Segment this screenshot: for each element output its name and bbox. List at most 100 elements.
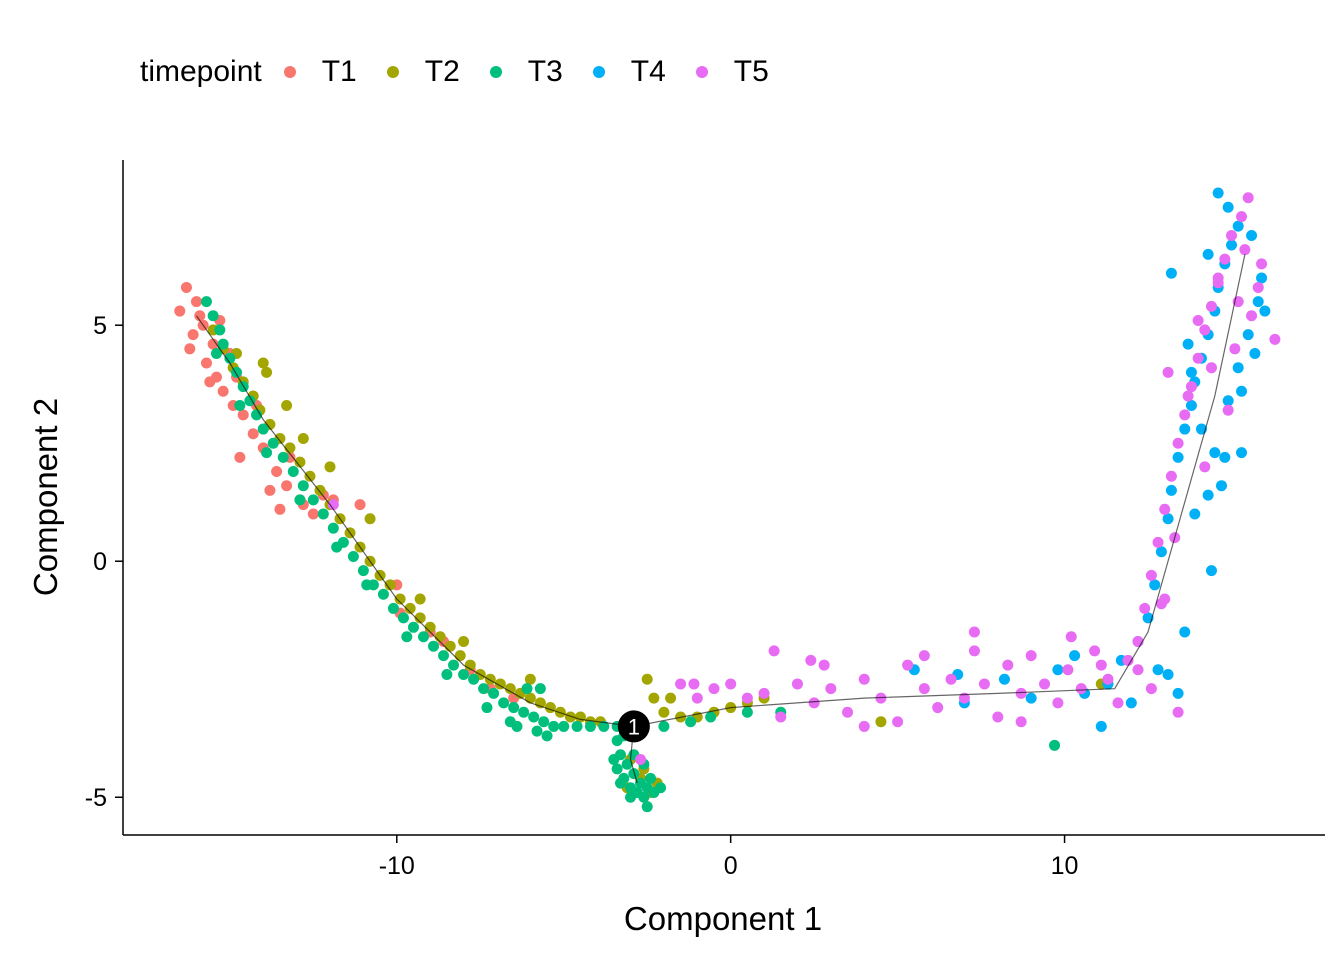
point-t4 xyxy=(1165,267,1177,279)
point-t2 xyxy=(665,692,677,704)
point-t4 xyxy=(1205,565,1217,577)
point-t5 xyxy=(1159,503,1171,515)
point-t5 xyxy=(1145,569,1157,581)
point-t5 xyxy=(858,673,870,685)
legend-item-t3: T3 xyxy=(489,55,563,89)
point-t3 xyxy=(528,711,540,723)
point-t1 xyxy=(354,499,366,511)
point-t3 xyxy=(357,565,369,577)
point-t5 xyxy=(1152,536,1164,548)
point-t5 xyxy=(932,702,944,714)
point-t1 xyxy=(174,305,186,317)
point-t5 xyxy=(805,654,817,666)
point-t3 xyxy=(261,447,273,459)
point-t5 xyxy=(327,499,339,511)
point-t5 xyxy=(968,645,980,657)
point-t5 xyxy=(842,706,854,718)
point-t4 xyxy=(1152,664,1164,676)
point-t5 xyxy=(918,683,930,695)
point-t4 xyxy=(1232,362,1244,374)
point-t5 xyxy=(968,626,980,638)
point-t2 xyxy=(648,692,660,704)
point-t5 xyxy=(1205,362,1217,374)
y-axis-title: Component 2 xyxy=(27,398,64,596)
point-t1 xyxy=(217,385,229,397)
point-t5 xyxy=(902,659,914,671)
point-t5 xyxy=(1192,352,1204,364)
point-t3 xyxy=(377,588,389,600)
point-t5 xyxy=(1226,230,1238,242)
point-t2 xyxy=(297,432,309,444)
point-t5 xyxy=(1212,272,1224,284)
point-t5 xyxy=(858,720,870,732)
ticks-layer: -10 0 10 -5 0 5 xyxy=(85,312,1079,880)
point-t5 xyxy=(1015,687,1027,699)
legend-item-t4: T4 xyxy=(592,55,666,89)
legend-item-t1: T1 xyxy=(283,55,357,89)
point-t5 xyxy=(775,711,787,723)
point-t5 xyxy=(688,678,700,690)
point-t3 xyxy=(508,702,520,714)
point-t4 xyxy=(1226,239,1238,251)
legend-item-t2: T2 xyxy=(386,55,460,89)
point-t3 xyxy=(277,451,289,463)
point-t5 xyxy=(1242,192,1254,204)
point-t3 xyxy=(478,683,490,695)
x-tick-label: -10 xyxy=(379,852,415,880)
point-t3 xyxy=(401,631,413,643)
point-t3 xyxy=(538,716,550,728)
point-t2 xyxy=(454,650,466,662)
point-t3 xyxy=(428,640,440,652)
point-t3 xyxy=(294,494,306,506)
point-t5 xyxy=(818,659,830,671)
point-t4 xyxy=(1252,296,1264,308)
point-t3 xyxy=(217,338,229,350)
point-t1 xyxy=(264,484,276,496)
point-t5 xyxy=(1102,673,1114,685)
point-t3 xyxy=(628,768,640,780)
point-t3 xyxy=(327,522,339,534)
point-t3 xyxy=(571,720,583,732)
point-t3 xyxy=(387,602,399,614)
point-t4 xyxy=(1052,664,1064,676)
point-t3 xyxy=(397,612,409,624)
point-t1 xyxy=(187,329,199,341)
point-t3 xyxy=(638,791,650,803)
point-t2 xyxy=(384,579,396,591)
point-t5 xyxy=(1182,390,1194,402)
point-t4 xyxy=(1069,650,1081,662)
point-t5 xyxy=(1185,381,1197,393)
point-t2 xyxy=(658,706,670,718)
point-t5 xyxy=(758,687,770,699)
point-t1 xyxy=(271,466,283,478)
point-t4 xyxy=(1095,720,1107,732)
x-tick-label: 0 xyxy=(724,852,738,880)
point-t3 xyxy=(207,310,219,322)
point-t5 xyxy=(1159,593,1171,605)
point-t4 xyxy=(1172,451,1184,463)
point-t3 xyxy=(541,730,553,742)
legend-swatch-t5 xyxy=(695,66,708,78)
point-t5 xyxy=(992,711,1004,723)
points-layer xyxy=(174,187,1281,813)
point-t3 xyxy=(658,720,670,732)
point-t5 xyxy=(1192,314,1204,326)
point-t1 xyxy=(281,480,293,492)
point-t4 xyxy=(1179,626,1191,638)
point-t2 xyxy=(304,470,316,482)
point-t1 xyxy=(180,281,192,293)
point-t3 xyxy=(287,466,299,478)
point-t3 xyxy=(614,777,626,789)
point-t5 xyxy=(1199,324,1211,336)
point-t3 xyxy=(407,621,419,633)
point-t3 xyxy=(317,508,329,520)
point-t3 xyxy=(244,395,256,407)
point-t5 xyxy=(1246,310,1258,322)
point-t3 xyxy=(331,541,343,553)
point-t4 xyxy=(1202,248,1214,260)
point-t5 xyxy=(741,692,753,704)
point-t1 xyxy=(200,357,212,369)
point-t4 xyxy=(1185,399,1197,411)
point-t3 xyxy=(257,423,269,435)
